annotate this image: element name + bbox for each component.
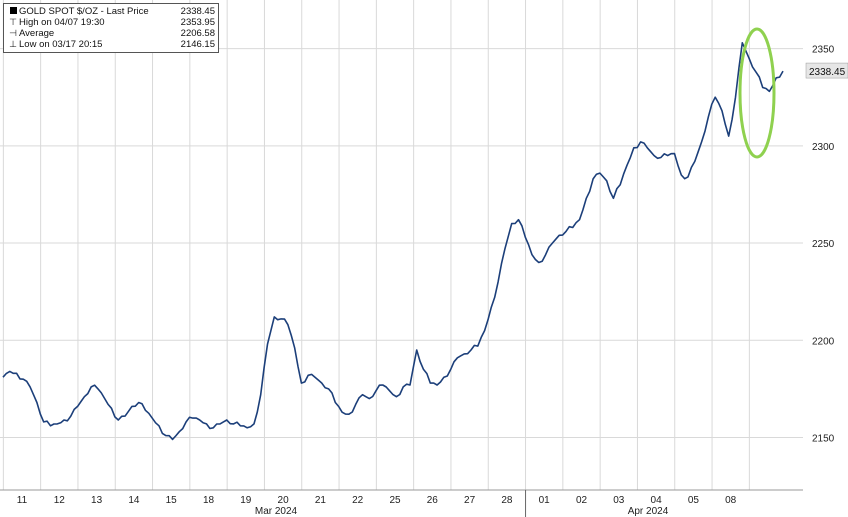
legend-row-low: ⊥ Low on 03/17 20:15 2146.15 bbox=[7, 39, 215, 50]
legend-high-label: High on 04/07 19:30 bbox=[19, 17, 105, 28]
x-tick-label: 20 bbox=[278, 495, 290, 506]
black-square-icon bbox=[7, 6, 19, 17]
price-line bbox=[2, 42, 784, 441]
x-tick-label: 25 bbox=[389, 495, 401, 506]
y-axis: 2350 2300 2250 2200 2150 2338.45 bbox=[805, 45, 848, 445]
x-tick-label: 08 bbox=[725, 495, 737, 506]
legend-low-label: Low on 03/17 20:15 bbox=[19, 39, 103, 50]
gridlines bbox=[0, 0, 803, 490]
month-label: Mar 2024 bbox=[255, 506, 298, 517]
legend-high-value: 2353.95 bbox=[180, 17, 215, 28]
y-tick-label: 2200 bbox=[812, 336, 835, 347]
price-series bbox=[2, 42, 784, 441]
x-tick-label: 12 bbox=[54, 495, 66, 506]
legend-box: GOLD SPOT $/OZ - Last Price 2338.45 ⊤ Hi… bbox=[3, 3, 219, 53]
legend-row-high: ⊤ High on 04/07 19:30 2353.95 bbox=[7, 17, 215, 28]
legend-row-last-price: GOLD SPOT $/OZ - Last Price 2338.45 bbox=[7, 6, 215, 17]
last-price-tag-bg bbox=[805, 62, 848, 79]
x-tick-label: 01 bbox=[539, 495, 551, 506]
x-tick-label: 04 bbox=[651, 495, 663, 506]
legend-low-value: 2146.15 bbox=[180, 39, 215, 50]
x-axis: 11 12 13 14 15 18 19 20 21 22 25 26 27 28 01 02 03 04 05 08… bbox=[0, 489, 803, 517]
x-tick-label: 22 bbox=[352, 495, 364, 506]
x-tick-label: 03 bbox=[613, 495, 625, 506]
y-tick-label: 2350 bbox=[812, 45, 835, 56]
y-tick-label: 2150 bbox=[812, 434, 835, 445]
x-tick-label: 21 bbox=[315, 495, 327, 506]
legend-avg-label: Average bbox=[19, 28, 55, 39]
x-tick-label: 15 bbox=[166, 495, 178, 506]
y-tick-label: 2250 bbox=[812, 239, 835, 250]
legend-row-average: ⊣ Average 2206.58 bbox=[7, 28, 215, 39]
high-marker-icon: ⊤ bbox=[9, 17, 17, 27]
highlight-ellipse bbox=[738, 27, 776, 159]
average-marker-icon: ⊣ bbox=[9, 28, 17, 38]
legend-series-label: GOLD SPOT $/OZ - Last Price bbox=[19, 6, 149, 17]
annotations bbox=[738, 27, 776, 159]
x-tick-label: 05 bbox=[688, 495, 700, 506]
x-tick-label: 27 bbox=[464, 495, 476, 506]
x-tick-label: 14 bbox=[128, 495, 140, 506]
x-tick-label: 18 bbox=[203, 495, 215, 506]
low-marker-icon: ⊥ bbox=[9, 39, 17, 49]
x-tick-label: 02 bbox=[576, 495, 588, 506]
x-tick-label: 28 bbox=[501, 495, 513, 506]
y-tick-label: 2300 bbox=[812, 142, 835, 153]
x-tick-label: 19 bbox=[240, 495, 252, 506]
legend-avg-value: 2206.58 bbox=[180, 28, 215, 39]
last-price-tag: 2338.45 bbox=[809, 67, 846, 78]
x-tick-label: 11 bbox=[17, 495, 28, 506]
x-tick-label: 13 bbox=[91, 495, 103, 506]
legend-last-price: 2338.45 bbox=[180, 6, 215, 17]
month-label: Apr 2024 bbox=[628, 506, 669, 517]
x-tick-label: 26 bbox=[427, 495, 439, 506]
